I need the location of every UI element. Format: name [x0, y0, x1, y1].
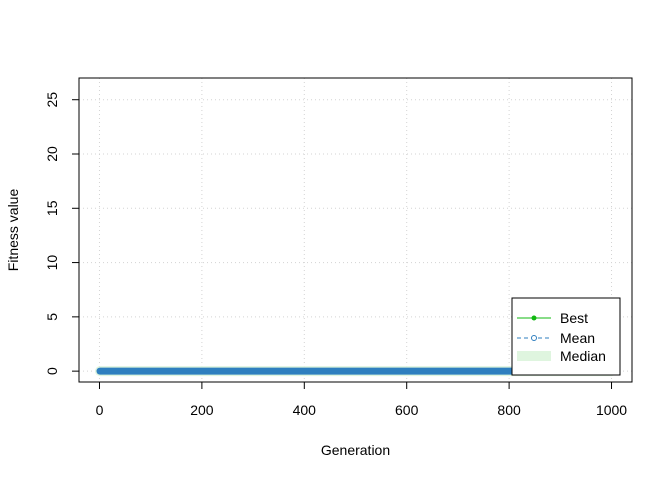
legend-mean-marker [531, 335, 537, 341]
legend-label-median: Median [560, 348, 606, 364]
legend-label-best: Best [560, 310, 588, 326]
x-axis-title: Generation [321, 442, 390, 458]
y-tick-label: 15 [44, 200, 60, 216]
x-tick-label: 400 [293, 402, 317, 418]
y-tick-label: 25 [44, 92, 60, 108]
x-tick-label: 1000 [596, 402, 627, 418]
axes: 0 200 400 600 800 1000 0 5 10 15 20 25 [44, 92, 627, 418]
x-tick-label: 0 [96, 402, 104, 418]
y-tick-label: 5 [44, 313, 60, 321]
y-tick-label: 10 [44, 255, 60, 271]
y-tick-label: 0 [44, 367, 60, 375]
legend: Best Mean Median [511, 297, 621, 376]
x-tick-label: 800 [497, 402, 521, 418]
y-tick-label: 20 [44, 146, 60, 162]
x-tick-label: 600 [395, 402, 419, 418]
legend-box [511, 297, 621, 376]
x-tick-label: 200 [190, 402, 214, 418]
y-axis-title: Fitness value [5, 189, 21, 272]
legend-label-mean: Mean [560, 330, 595, 346]
legend-best-marker [531, 315, 537, 321]
